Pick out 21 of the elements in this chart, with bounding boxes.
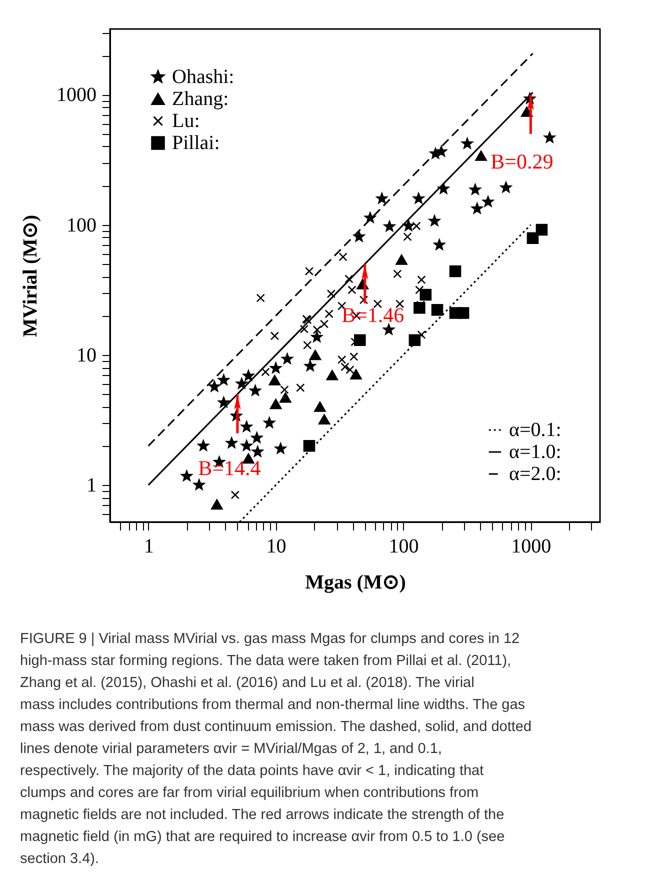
annotation: B=0.29 [490, 150, 554, 174]
y-tick-label: 1000 [56, 84, 96, 106]
legend-label: Zhang: [172, 88, 229, 110]
x-tick-label: 1 [144, 536, 154, 558]
x-tick-label: 10 [266, 536, 286, 558]
legend-label: α=1.0: [509, 441, 562, 463]
legend-label: Ohashi: [172, 66, 234, 88]
annotation: B=1.46 [342, 303, 404, 327]
y-tick-label: 10 [76, 344, 96, 366]
legend-label: Lu: [172, 110, 200, 132]
x-tick-label: 1000 [511, 536, 552, 558]
y-tick-label: 100 [66, 214, 96, 236]
legend-label: α=0.1: [509, 419, 562, 441]
legend-label: Pillai: [172, 132, 220, 154]
annotation: B=14.4 [198, 456, 262, 480]
x-axis-title: Mgas (M⊙) [305, 572, 406, 594]
legend-label: α=2.0: [509, 463, 562, 485]
y-axis-title: MVirial (M⊙) [20, 214, 42, 338]
text: FIGURE 9 | Virial mass MVirial vs. gas mass Mgas for clumps and cores in 12 high-mass star forming regions. The data were taken from Pillai et al. (2011), Zhang et al. (2015), Ohashi et al. (2016) and Lu et al. (2018). The virial mass includes contributions from thermal and non-thermal line widths. The gas mass was derived from dust continuum emission. The dashed, solid, and dotted lines denote virial parameters αvir = MVirial/Mgas of 2, 1, and 0.1, respectively. The majority of the data points have αvir < 1, indicating that clumps and cores are far from virial equilibrium when contributions from magnetic fields are not included. The red arrows indicate the strength of the magnetic field (in mG) that are required to increase αvir from 0.5 to 1.0 (see section 3.4). [20, 631, 532, 867]
y-tick-label: 1 [86, 474, 96, 497]
x-tick-label: 100 [388, 536, 419, 558]
